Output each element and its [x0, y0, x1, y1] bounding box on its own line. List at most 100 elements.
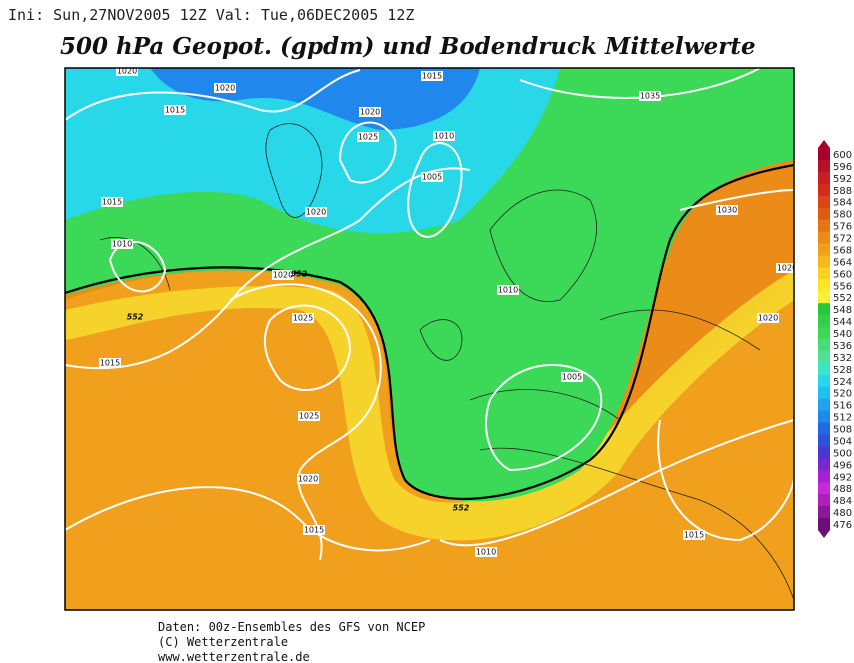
coastline	[99, 123, 794, 601]
colorbar-label: 592	[833, 174, 852, 185]
contour-label: 552	[127, 313, 144, 322]
colorbar: 6005965925885845805765725685645605565525…	[818, 140, 852, 538]
colorbar-label: 548	[833, 305, 852, 316]
colorbar-swatch	[818, 207, 830, 221]
contour-label: 1015	[102, 198, 122, 207]
colorbar-swatch	[818, 518, 830, 531]
isobar	[263, 304, 352, 391]
colorbar-label: 540	[833, 329, 852, 340]
colorbar-swatch	[818, 327, 830, 340]
colorbar-label: 576	[833, 222, 852, 233]
contour-label-bg	[683, 530, 705, 540]
colorbar-swatch	[818, 148, 830, 161]
map-frame	[64, 67, 795, 611]
colorbar-swatch	[818, 350, 830, 364]
contour-label-bg	[116, 68, 138, 76]
colorbar-swatch	[818, 243, 830, 256]
colorbar-label: 480	[833, 508, 852, 519]
colorbar-swatch	[818, 506, 830, 519]
contour-label-bg	[433, 131, 455, 141]
contour-label: 1020	[306, 208, 326, 217]
colorbar-swatch	[818, 231, 830, 244]
contour-label: 1005	[422, 173, 442, 182]
colorbar-swatch	[818, 195, 830, 209]
isobar	[485, 364, 603, 472]
contour-label: 1020	[273, 271, 293, 280]
colorbar-swatch	[818, 267, 830, 280]
colorbar-swatch	[818, 482, 830, 495]
colorbar-label: 584	[833, 198, 852, 209]
colorbar-swatch	[818, 171, 830, 185]
contour-label: 552	[291, 270, 308, 279]
contour-label: 1010	[434, 132, 454, 141]
contour-label-bg	[303, 525, 325, 535]
contour-label: 1015	[304, 526, 324, 535]
footer-line: www.wetterzentrale.de	[158, 650, 310, 663]
colorbar-label: 504	[833, 436, 852, 447]
colorbar-cap	[818, 530, 830, 538]
colorbar-label: 552	[833, 293, 852, 304]
contour-label-bg	[497, 285, 519, 295]
contour-label-bg	[421, 71, 443, 81]
contour-label: 1025	[299, 412, 319, 421]
colorbar-swatch	[818, 303, 830, 316]
contour-label: 1005	[562, 373, 582, 382]
contour-label: 1015	[165, 106, 185, 115]
isobar	[439, 419, 794, 547]
colorbar-label: 476	[833, 520, 852, 531]
colorbar-swatch	[818, 291, 830, 304]
colorbar-swatch	[818, 386, 830, 400]
contour-label-bg	[305, 207, 327, 217]
contour-label-bg	[292, 313, 314, 323]
colorbar-swatch	[818, 434, 830, 447]
colorbar-label: 484	[833, 496, 852, 507]
isobar	[65, 167, 471, 370]
colorbar-swatch	[818, 183, 830, 197]
colorbar-label: 536	[833, 341, 852, 352]
contour-label: 1015	[684, 531, 704, 540]
colorbar-swatch	[818, 494, 830, 507]
contour-label-bg	[111, 239, 133, 249]
map: 1020 1020 1015 1015 1035 1020 1025 1010 1005 1015…	[64, 67, 795, 611]
colorbar-swatch	[818, 279, 830, 292]
contour-label: 1020	[215, 84, 235, 93]
isobar	[657, 419, 794, 542]
map-title: 500 hPa Geopot. (gpdm) und Bodendruck Mi…	[60, 33, 756, 60]
contour-label-bg	[561, 372, 583, 382]
contour-label-bg	[164, 105, 186, 115]
colorbar-label: 600	[833, 150, 852, 161]
colorbar-label: 556	[833, 281, 852, 292]
colorbar-label: 500	[833, 448, 852, 459]
contour-label-bg	[298, 411, 320, 421]
colorbar-swatch	[818, 219, 830, 233]
colorbar-label: 588	[833, 186, 852, 197]
contour-label-bg	[297, 474, 319, 484]
contour-label-bg	[359, 107, 381, 117]
contour-label-bg	[101, 197, 123, 207]
colorbar-swatch	[818, 315, 830, 328]
colorbar-swatch	[818, 446, 830, 459]
colorbar-label: 516	[833, 401, 852, 412]
colorbar-swatch	[818, 339, 830, 352]
colorbar-swatch	[818, 362, 830, 376]
colorbar-label: 496	[833, 460, 852, 471]
colorbar-label: 564	[833, 257, 852, 268]
colorbar-label: 580	[833, 210, 852, 221]
contour-label-bg	[272, 270, 294, 280]
contour-label: 1015	[100, 359, 120, 368]
colorbar-label: 488	[833, 484, 852, 495]
contour-label: 1030	[717, 206, 737, 215]
contour-label: 1010	[112, 240, 132, 249]
contour-label: 1015	[422, 72, 442, 81]
isobar	[338, 121, 397, 184]
contour-label-bg	[639, 91, 661, 101]
footer-line: (C) Wetterzentrale	[158, 635, 288, 649]
isobar	[229, 283, 382, 561]
colorbar-swatch	[818, 374, 830, 388]
colorbar-swatch	[818, 470, 830, 483]
contour-label-bg	[99, 358, 121, 368]
colorbar-label: 528	[833, 365, 852, 376]
colorbar-swatch	[818, 422, 830, 435]
contour-label-bg	[421, 172, 443, 182]
